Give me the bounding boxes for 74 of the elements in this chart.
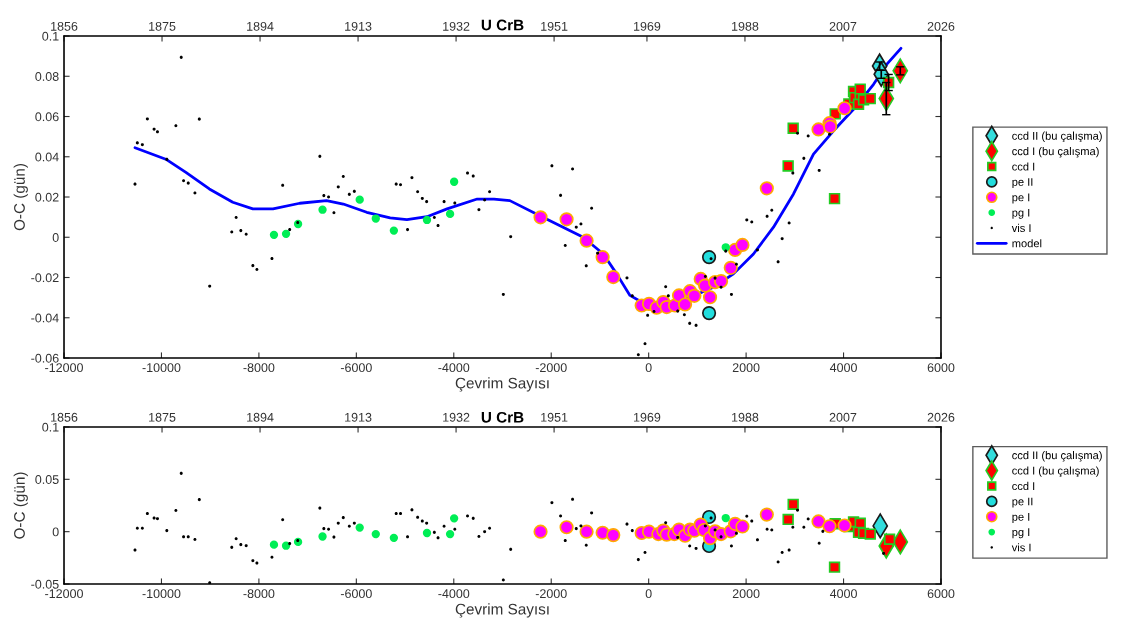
legend-label: pe II: [1012, 178, 1033, 189]
legend-label: pe II: [1012, 497, 1033, 508]
x2-tick-label: 1969: [634, 412, 661, 422]
x-tick-label: 0: [645, 363, 652, 373]
x2-tick-label: 2026: [927, 21, 955, 31]
x2-tick-label: 1951: [541, 412, 568, 422]
x2-tick-label: 1988: [732, 412, 759, 422]
legend-label: ccd II (bu çalışma): [1012, 451, 1102, 462]
x2-tick-label: 1951: [541, 21, 568, 31]
x2-tick-label: 1988: [732, 21, 759, 31]
x-tick-label: 4000: [829, 363, 857, 373]
y-tick-label: 0.05: [35, 475, 59, 484]
x-tick-label: 6000: [927, 363, 955, 373]
legend-label: pe I: [1012, 193, 1030, 204]
x-axis-title: Çevrim Sayısı: [455, 603, 549, 618]
y-tick-label: -0.04: [31, 313, 59, 323]
legend-label: vis I: [1011, 223, 1031, 232]
y-tick-label: -0.02: [31, 273, 59, 283]
legend-label: ccd I (bu çalışma): [1012, 147, 1099, 158]
x2-tick-label: 1969: [634, 21, 661, 31]
x-tick-label: -4000: [438, 589, 470, 599]
y-tick-label: -0.06: [31, 353, 59, 363]
x-tick-label: 2000: [732, 589, 760, 599]
x-tick-label: 6000: [927, 589, 955, 599]
x2-tick-label: 1856: [51, 412, 78, 422]
y-tick-label: 0.1: [42, 422, 59, 432]
legend-label: pg I: [1012, 208, 1030, 219]
x-tick-label: -12000: [45, 589, 83, 599]
legend-label: ccd II (bu çalışma): [1012, 131, 1102, 142]
x-tick-label: 2000: [732, 363, 760, 373]
x-tick-label: -2000: [535, 363, 567, 373]
x-tick-label: -2000: [535, 589, 567, 599]
y-tick-label: -0.05: [31, 579, 59, 589]
legend-label: ccd I (bu çalışma): [1012, 466, 1099, 477]
legend-label: model: [1012, 239, 1042, 248]
y-axis-title: O-C (gün): [13, 164, 28, 231]
legend-label: pe I: [1012, 512, 1030, 523]
x-tick-label: -8000: [243, 589, 275, 599]
x2-tick-label: 1913: [345, 21, 372, 31]
x2-tick-label: 1894: [247, 412, 274, 422]
x-tick-label: -10000: [142, 363, 181, 373]
chart-title: U CrB: [481, 411, 524, 423]
x-tick-label: -6000: [340, 363, 372, 373]
x2-tick-label: 2007: [829, 412, 857, 422]
y-tick-label: 0.02: [35, 192, 59, 202]
x-tick-label: 4000: [829, 589, 857, 599]
x-tick-label: -8000: [243, 363, 275, 373]
x-tick-label: -4000: [438, 363, 470, 373]
x2-tick-label: 1875: [149, 21, 176, 31]
chart-title: U CrB: [481, 19, 524, 31]
legend-label: ccd I: [1012, 162, 1035, 171]
x2-tick-label: 1932: [443, 21, 470, 31]
y-tick-label: 0.04: [35, 152, 59, 162]
x2-tick-label: 1913: [345, 412, 372, 422]
y-tick-label: 0.1: [42, 31, 59, 41]
y-tick-label: 0.06: [35, 112, 59, 122]
y-tick-label: 0: [52, 233, 59, 242]
y-axis-title: O-C (gün): [13, 472, 28, 539]
x2-tick-label: 1856: [51, 21, 78, 31]
legend-label: ccd I: [1012, 481, 1035, 491]
y-tick-label: 0.08: [35, 72, 59, 81]
x2-tick-label: 2007: [829, 21, 857, 31]
y-tick-label: 0: [52, 527, 59, 537]
x-tick-label: 0: [645, 589, 652, 599]
x-tick-label: -12000: [45, 363, 83, 373]
x2-tick-label: 1875: [149, 412, 176, 422]
x2-tick-label: 1894: [247, 21, 274, 31]
x-axis-title: Çevrim Sayısı: [455, 377, 549, 392]
legend-label: vis I: [1011, 543, 1031, 552]
x-tick-label: -6000: [340, 589, 372, 599]
x2-tick-label: 2026: [927, 412, 955, 422]
x2-tick-label: 1932: [443, 412, 470, 422]
legend-label: pg I: [1012, 528, 1030, 539]
x-tick-label: -10000: [142, 589, 181, 599]
